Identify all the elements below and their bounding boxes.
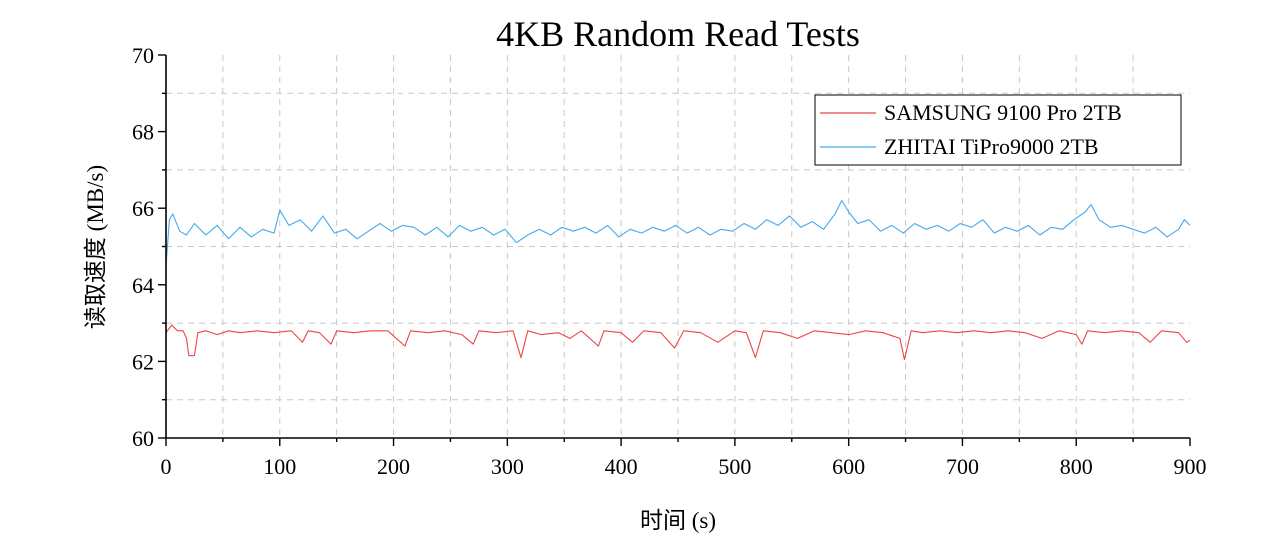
y-tick-labels: 60 62 64 66 68 70 — [132, 43, 154, 451]
y-tick-label: 62 — [132, 349, 154, 374]
y-tick-label: 70 — [132, 43, 154, 68]
x-tick-label: 500 — [718, 454, 751, 479]
legend-label-samsung: SAMSUNG 9100 Pro 2TB — [884, 100, 1122, 125]
x-tick-label: 600 — [832, 454, 865, 479]
y-tick-label: 60 — [132, 426, 154, 451]
series-line-0 — [165, 324, 1191, 361]
y-axis-title: 读取速度 (MB/s) — [83, 165, 108, 329]
x-tick-label: 700 — [946, 454, 979, 479]
series-layer — [165, 199, 1191, 361]
x-axis-title: 时间 (s) — [640, 508, 716, 533]
y-tick-label: 68 — [132, 120, 154, 145]
x-tick-label: 900 — [1174, 454, 1207, 479]
x-tick-labels: 0 100 200 300 400 500 600 700 800 900 — [161, 454, 1207, 479]
grid-lines — [166, 55, 1190, 438]
x-tick-label: 800 — [1060, 454, 1093, 479]
x-tick-label: 200 — [377, 454, 410, 479]
y-tick-label: 64 — [132, 273, 154, 298]
x-tick-label: 0 — [161, 454, 172, 479]
legend: SAMSUNG 9100 Pro 2TB ZHITAI TiPro9000 2T… — [814, 94, 1182, 166]
chart-title: 4KB Random Read Tests — [496, 14, 860, 54]
x-tick-label: 400 — [605, 454, 638, 479]
y-tick-label: 66 — [132, 196, 154, 221]
legend-label-zhitai: ZHITAI TiPro9000 2TB — [884, 134, 1099, 159]
series-line-1 — [165, 199, 1191, 266]
x-tick-label: 300 — [491, 454, 524, 479]
ticks — [158, 54, 1191, 446]
legend-box — [814, 94, 1182, 166]
x-tick-label: 100 — [263, 454, 296, 479]
